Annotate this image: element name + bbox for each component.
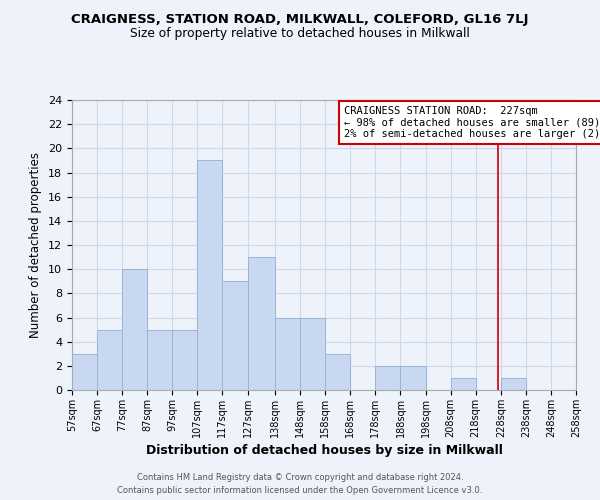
Bar — [325, 354, 350, 390]
Text: Contains public sector information licensed under the Open Government Licence v3: Contains public sector information licen… — [118, 486, 482, 495]
Bar — [122, 269, 147, 390]
Text: CRAIGNESS, STATION ROAD, MILKWALL, COLEFORD, GL16 7LJ: CRAIGNESS, STATION ROAD, MILKWALL, COLEF… — [71, 12, 529, 26]
Bar — [501, 378, 526, 390]
Bar — [275, 318, 300, 390]
Bar — [223, 281, 248, 390]
Bar — [376, 366, 400, 390]
X-axis label: Distribution of detached houses by size in Milkwall: Distribution of detached houses by size … — [146, 444, 502, 457]
Bar — [197, 160, 223, 390]
Y-axis label: Number of detached properties: Number of detached properties — [29, 152, 43, 338]
Bar — [147, 330, 172, 390]
Bar — [97, 330, 122, 390]
Bar — [300, 318, 325, 390]
Bar — [400, 366, 425, 390]
Bar — [172, 330, 197, 390]
Bar — [248, 257, 275, 390]
Bar — [451, 378, 476, 390]
Text: Size of property relative to detached houses in Milkwall: Size of property relative to detached ho… — [130, 28, 470, 40]
Bar — [72, 354, 97, 390]
Text: Contains HM Land Registry data © Crown copyright and database right 2024.: Contains HM Land Registry data © Crown c… — [137, 472, 463, 482]
Text: CRAIGNESS STATION ROAD:  227sqm
← 98% of detached houses are smaller (89)
2% of : CRAIGNESS STATION ROAD: 227sqm ← 98% of … — [344, 106, 600, 139]
